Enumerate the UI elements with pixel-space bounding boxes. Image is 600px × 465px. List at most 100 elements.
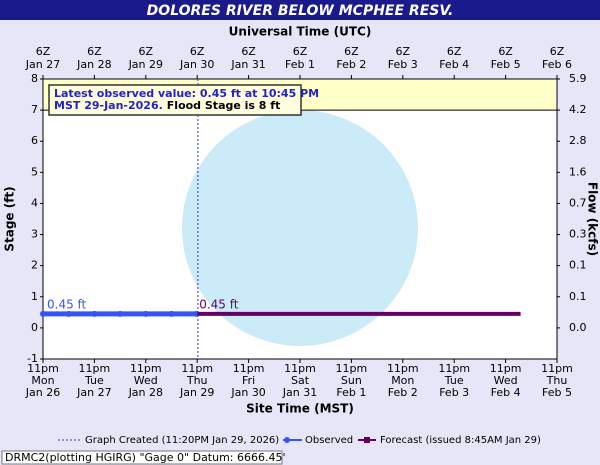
y-tick-label: 0 <box>31 321 38 334</box>
observed-point <box>91 310 98 317</box>
x-tick-label: Jan 26 <box>25 386 60 399</box>
y2-tick-label: 0.1 <box>569 290 587 303</box>
x-tick-label: Thu <box>186 374 208 387</box>
observed-point <box>40 310 46 317</box>
y2-tick-label: 0.0 <box>569 321 587 334</box>
x-tick-label: Jan 31 <box>282 386 317 399</box>
info-line2: MST 29-Jan-2026. Flood Stage is 8 ft <box>54 99 280 112</box>
y-tick-label: 7 <box>31 103 38 116</box>
x-tick-label: Tue <box>444 374 464 387</box>
x-tick-label: Mon <box>391 374 414 387</box>
x2-tick-label: 6Z <box>293 45 308 58</box>
x2-tick-label: Jan 27 <box>25 58 60 71</box>
legend-observed: Observed <box>305 435 353 446</box>
info-box <box>48 84 302 116</box>
x-title: Site Time (MST) <box>246 402 354 416</box>
x2-tick-label: 6Z <box>190 45 205 58</box>
x-tick-label: 11pm <box>490 362 522 375</box>
y2-title: Flow (kcfs) <box>586 182 600 256</box>
x-tick-label: Jan 28 <box>128 386 163 399</box>
x-tick-label: 11pm <box>233 362 265 375</box>
chart-title: DOLORES RIVER BELOW MCPHEE RESV. <box>147 3 454 19</box>
x2-tick-label: 6Z <box>87 45 102 58</box>
observed-point <box>65 310 72 317</box>
x-tick-label: 11pm <box>130 362 162 375</box>
x-tick-label: Wed <box>134 374 158 387</box>
y-tick-label: 5 <box>31 165 38 178</box>
y-tick-label: 2 <box>31 259 38 272</box>
observed-point <box>142 310 149 317</box>
x-tick-label: Sun <box>341 374 362 387</box>
x2-tick-label: 6Z <box>36 45 51 58</box>
observed-point <box>117 310 124 317</box>
y2-tick-label: 4.2 <box>569 103 587 116</box>
y2-tick-label: 0.1 <box>569 259 587 272</box>
x2-tick-label: Jan 28 <box>76 58 111 71</box>
x2-tick-label: Feb 4 <box>439 58 469 71</box>
x-tick-label: Feb 4 <box>491 386 521 399</box>
y-tick-label: -1 <box>27 352 38 365</box>
y-tick-label: 3 <box>31 228 38 241</box>
x-tick-label: Thu <box>546 374 568 387</box>
x2-tick-label: 6Z <box>550 45 565 58</box>
x2-tick-label: Jan 29 <box>128 58 163 71</box>
y-tick-label: 4 <box>31 196 38 209</box>
x2-tick-label: Jan 31 <box>230 58 265 71</box>
title-bar <box>0 0 600 20</box>
x-tick-label: Fri <box>242 374 255 387</box>
x-tick-label: Feb 3 <box>439 386 469 399</box>
x2-tick-label: Feb 5 <box>491 58 521 71</box>
start-label: 0.45 ft <box>199 297 239 311</box>
x2-tick-label: 6Z <box>498 45 513 58</box>
x2-tick-label: 6Z <box>241 45 256 58</box>
info-date: MST 29-Jan-2026. <box>54 99 163 112</box>
y-tick-label: 1 <box>31 290 38 303</box>
x-tick-label: Mon <box>31 374 54 387</box>
x-tick-label: Wed <box>494 374 518 387</box>
observed-point <box>168 310 175 317</box>
x-tick-label: 11pm <box>79 362 111 375</box>
y-title: Stage (ft) <box>3 186 17 251</box>
x-tick-label: Feb 1 <box>336 386 366 399</box>
x-tick-label: 11pm <box>387 362 419 375</box>
info-line1: Latest observed value: 0.45 ft at 10:45 … <box>54 87 319 100</box>
x-tick-label: Tue <box>84 374 104 387</box>
footer: DRMC2(plotting HGIRG) "Gage 0" Datum: 66… <box>5 451 286 464</box>
x2-tick-label: 6Z <box>396 45 411 58</box>
legend-forecast-mark <box>364 437 370 443</box>
y2-tick-label: 0.7 <box>569 196 587 209</box>
x2-tick-label: Feb 6 <box>542 58 572 71</box>
x-tick-label: Jan 27 <box>76 386 111 399</box>
y-tick-label: 6 <box>31 134 38 147</box>
legend-forecast: Forecast (issued 8:45AM Jan 29) <box>380 435 541 446</box>
start-label: 0.45 ft <box>47 297 87 311</box>
y2-tick-label: 1.6 <box>569 165 587 178</box>
legend-observed-dot <box>284 437 290 443</box>
x-tick-label: 11pm <box>181 362 213 375</box>
x-tick-label: 11pm <box>284 362 316 375</box>
x2-tick-label: Feb 1 <box>285 58 315 71</box>
x-tick-label: 11pm <box>438 362 470 375</box>
y2-tick-label: 2.8 <box>569 134 587 147</box>
x-tick-label: Jan 29 <box>179 386 214 399</box>
x-tick-label: Feb 5 <box>542 386 572 399</box>
legend-created: Graph Created (11:20PM Jan 29, 2026) <box>85 435 279 446</box>
x2-tick-label: 6Z <box>447 45 462 58</box>
x-tick-label: Sat <box>291 374 310 387</box>
x-tick-label: Jan 30 <box>230 386 265 399</box>
y-tick-label: 8 <box>31 72 38 85</box>
x-tick-label: 11pm <box>336 362 368 375</box>
info-flood: Flood Stage is 8 ft <box>167 99 281 112</box>
x2-tick-label: Feb 2 <box>336 58 366 71</box>
x2-tick-label: 6Z <box>344 45 359 58</box>
x-tick-label: 11pm <box>27 362 59 375</box>
x-tick-label: Feb 2 <box>388 386 418 399</box>
x2-tick-label: Feb 3 <box>388 58 418 71</box>
x-tick-label: 11pm <box>541 362 573 375</box>
x2-title: Universal Time (UTC) <box>229 25 372 39</box>
x2-tick-label: 6Z <box>139 45 154 58</box>
footer-box <box>1 450 283 465</box>
x2-tick-label: Jan 30 <box>179 58 214 71</box>
y2-tick-label: 5.9 <box>569 72 587 85</box>
